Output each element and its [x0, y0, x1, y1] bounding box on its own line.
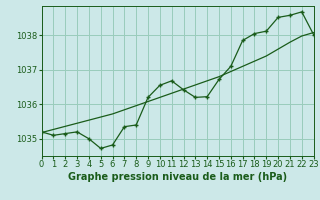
X-axis label: Graphe pression niveau de la mer (hPa): Graphe pression niveau de la mer (hPa) [68, 172, 287, 182]
